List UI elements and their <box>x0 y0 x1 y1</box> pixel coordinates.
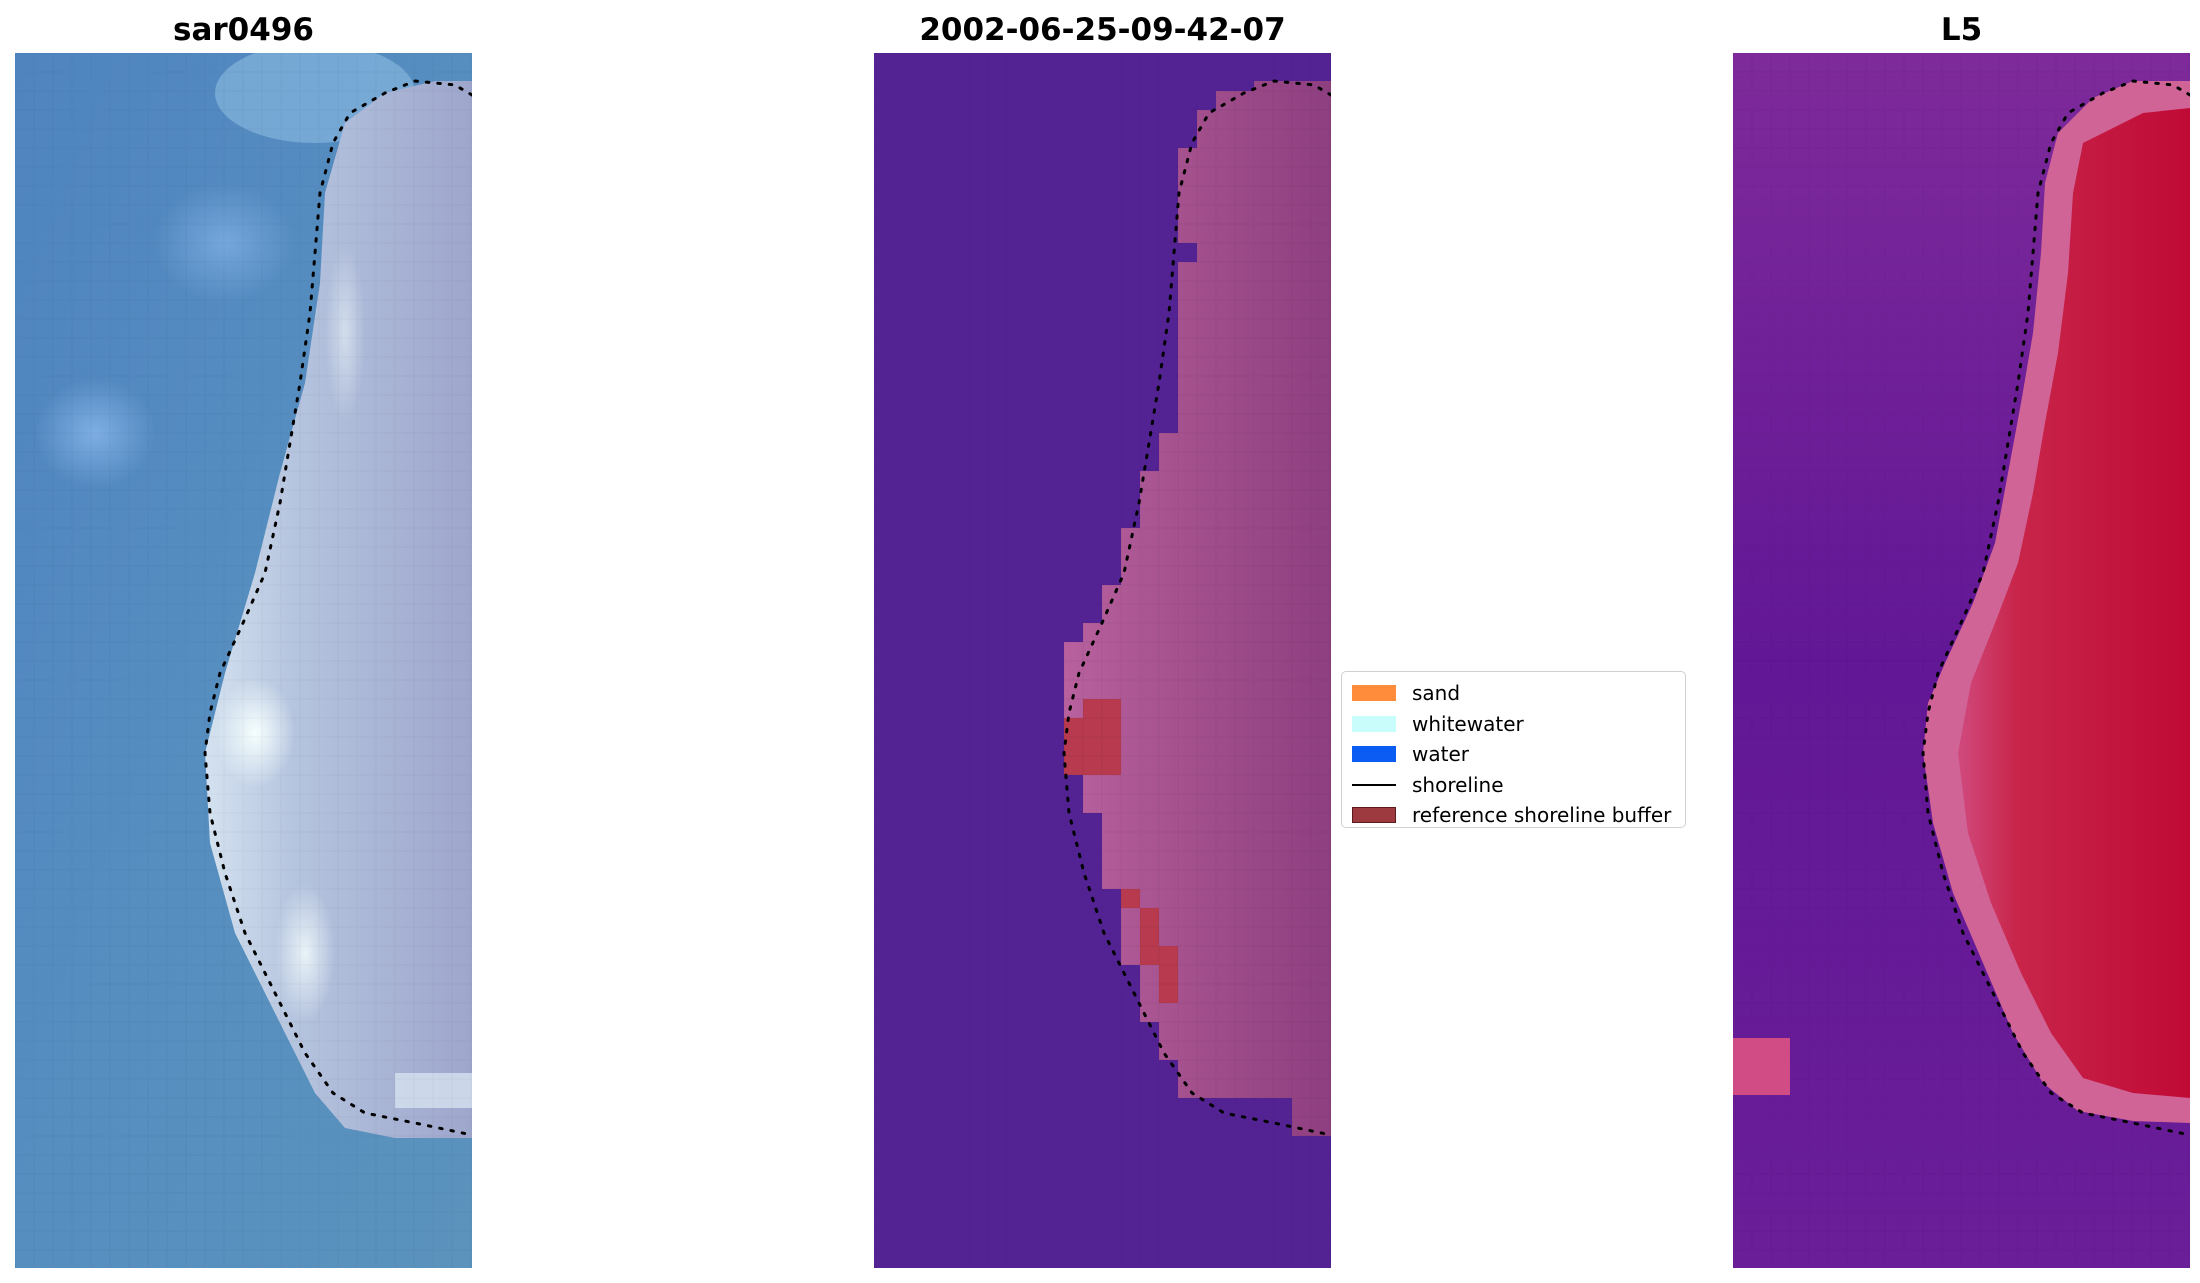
legend-swatch-whitewater <box>1352 715 1396 732</box>
panel-title-classified: 2002-06-25-09-42-07 <box>919 12 1286 48</box>
legend-entry-water: water <box>1352 739 1677 770</box>
classified-image-panel <box>874 53 1331 1268</box>
rgb-image <box>15 53 472 1268</box>
pixel-grid <box>874 53 1331 1268</box>
legend-entry-sand: sand <box>1352 678 1677 709</box>
index-image-panel <box>1733 53 2190 1268</box>
rgb-image-panel <box>15 53 472 1268</box>
legend-swatch-sand <box>1352 685 1396 702</box>
legend-label: water <box>1412 742 1469 767</box>
legend-label: whitewater <box>1412 711 1524 736</box>
index-image <box>1733 53 2190 1268</box>
classified-image <box>874 53 1331 1268</box>
panel-title-index: L5 <box>1940 12 1983 48</box>
legend-entry-whitewater: whitewater <box>1352 709 1677 740</box>
legend-line-shoreline <box>1352 777 1396 793</box>
land-area <box>1958 108 2190 1098</box>
legend-label: reference shoreline buffer <box>1412 803 1672 828</box>
legend-label: sand <box>1412 681 1461 706</box>
legend: sand whitewater water shoreline referenc… <box>1341 671 1686 828</box>
legend-swatch-water <box>1352 746 1396 763</box>
legend-swatch-buffer <box>1352 807 1396 824</box>
legend-label: shoreline <box>1412 772 1504 797</box>
legend-entry-shoreline: shoreline <box>1352 770 1677 801</box>
pixel-grid <box>15 53 472 1268</box>
legend-entry-buffer: reference shoreline buffer <box>1352 800 1677 831</box>
panel-title-rgb: sar0496 <box>173 12 314 48</box>
shoreline <box>1062 79 1331 1137</box>
shoreline <box>1921 79 2190 1137</box>
shoreline <box>203 79 472 1137</box>
bright-patch <box>1733 1038 1790 1095</box>
